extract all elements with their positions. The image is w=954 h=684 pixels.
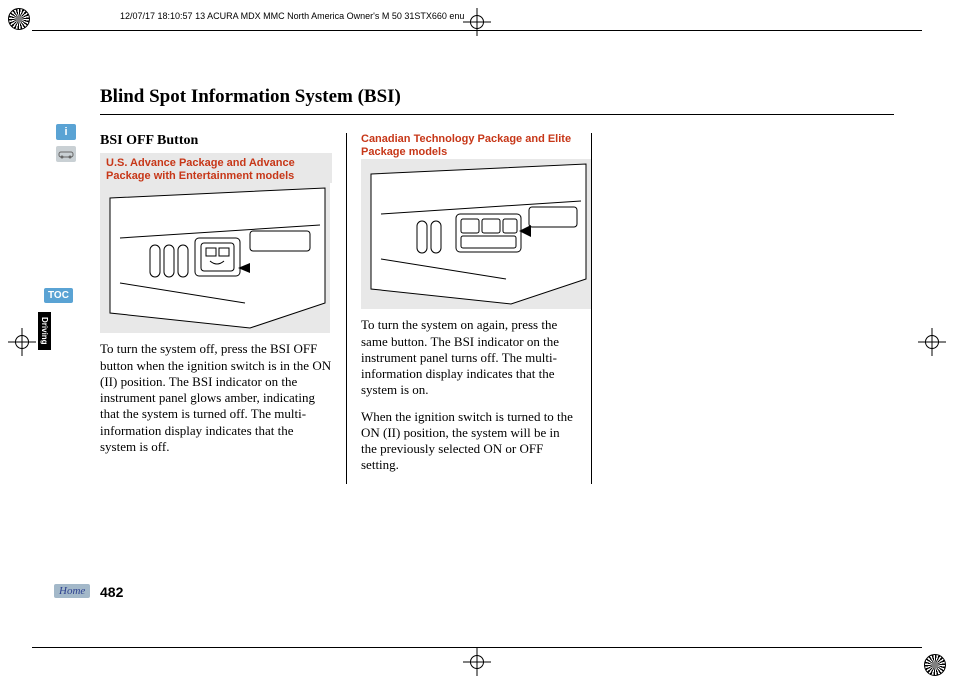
info-icon[interactable]: i: [56, 124, 76, 140]
column-3: [592, 133, 838, 484]
col2-paragraph-1: To turn the system on again, press the s…: [361, 317, 577, 398]
canadian-package-label: Canadian Technology Package and Elite Pa…: [361, 133, 577, 159]
trim-line: [32, 647, 922, 648]
column-1: BSI OFF Button U.S. Advance Package and …: [100, 133, 346, 484]
crop-mark: [463, 8, 491, 36]
crop-mark: [924, 654, 946, 676]
bsi-off-heading: BSI OFF Button: [100, 133, 332, 149]
col1-paragraph: To turn the system off, press the BSI OF…: [100, 341, 332, 455]
us-package-label: U.S. Advance Package and Advance Package…: [100, 153, 332, 183]
crop-mark: [8, 8, 30, 30]
page-content: Blind Spot Information System (BSI) BSI …: [100, 86, 894, 614]
section-tab[interactable]: Driving: [38, 312, 51, 350]
column-2: Canadian Technology Package and Elite Pa…: [346, 133, 592, 484]
crop-mark: [8, 328, 36, 356]
home-tab[interactable]: Home: [54, 584, 90, 598]
bsi-button-figure-ca: [361, 159, 591, 309]
car-icon[interactable]: [56, 146, 76, 162]
col2-paragraph-2: When the ignition switch is turned to th…: [361, 409, 577, 474]
bsi-button-figure-us: [100, 183, 330, 333]
crop-mark: [463, 648, 491, 676]
print-meta: 12/07/17 18:10:57 13 ACURA MDX MMC North…: [120, 11, 464, 21]
trim-line: [32, 30, 922, 31]
crop-mark: [918, 328, 946, 356]
toc-tab[interactable]: TOC: [44, 288, 73, 303]
page-title: Blind Spot Information System (BSI): [100, 86, 894, 115]
